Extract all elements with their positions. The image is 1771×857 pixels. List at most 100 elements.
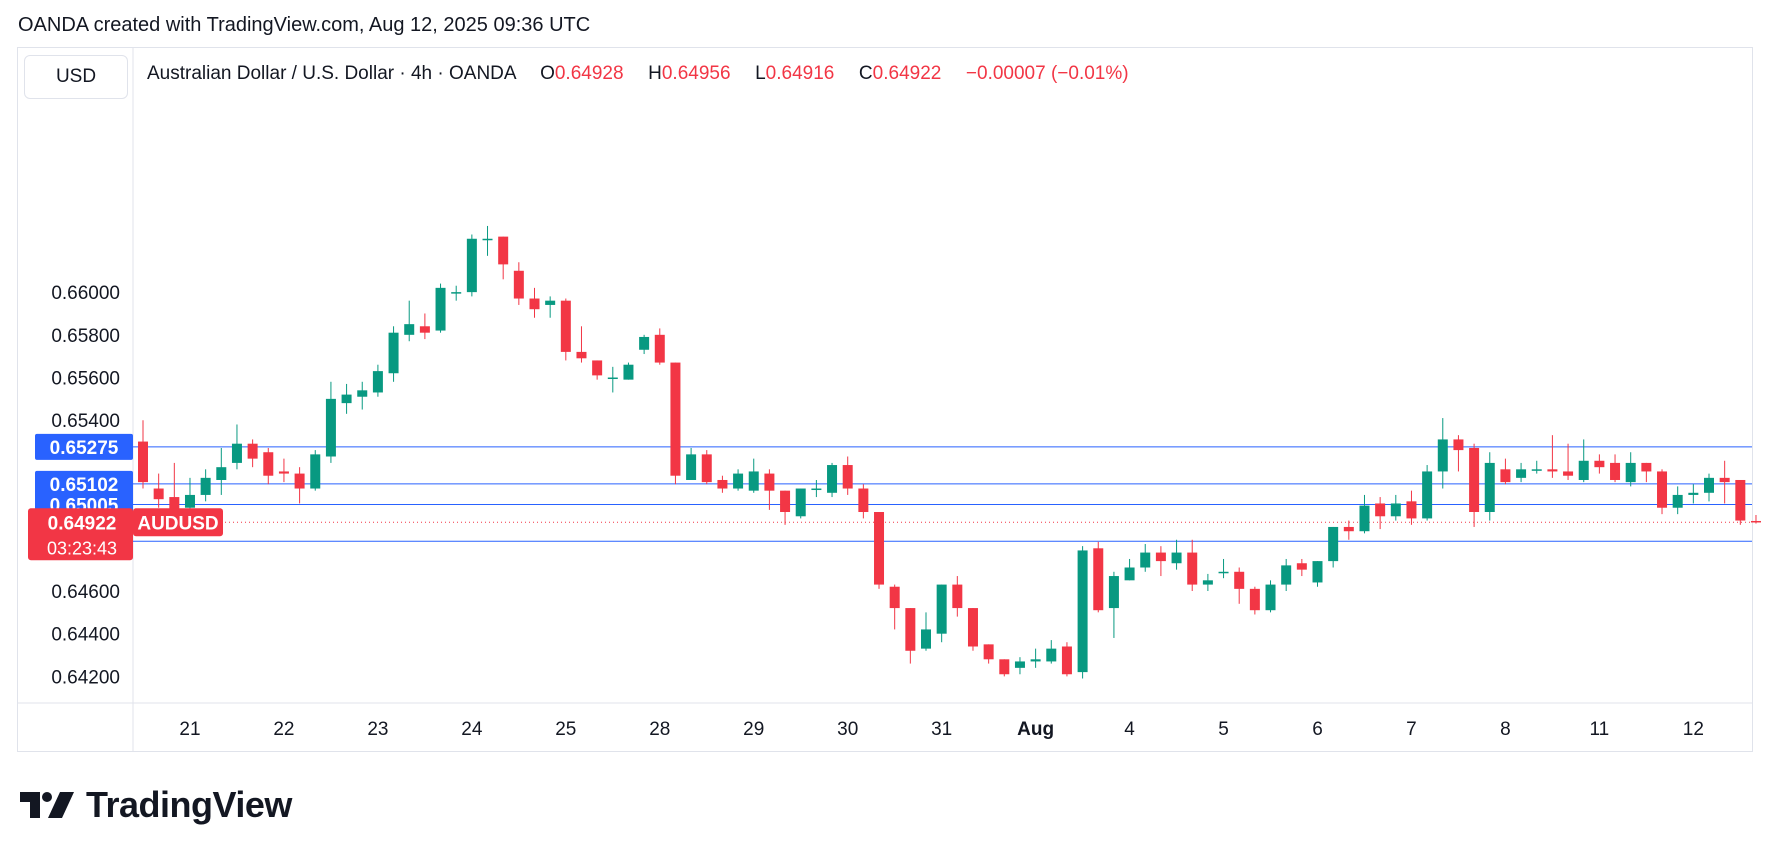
candle-body	[1672, 494, 1683, 508]
x-tick-label: 31	[931, 719, 952, 740]
y-tick-label: 0.66000	[51, 283, 120, 304]
candle-body	[231, 443, 242, 463]
symbol-legend: Australian Dollar / U.S. Dollar · 4h · O…	[147, 63, 1129, 85]
y-tick-label: 0.65600	[51, 369, 120, 390]
candle-body	[827, 465, 838, 493]
level-label: 0.65275	[50, 438, 119, 459]
current-price-label: 0.64922	[48, 513, 117, 534]
candle-body	[874, 512, 885, 585]
candle-body	[1312, 561, 1323, 583]
candle-body	[325, 398, 336, 457]
candle-body	[294, 473, 305, 489]
candle-body	[1704, 477, 1714, 493]
change-value: −0.00007 (−0.01%)	[965, 63, 1129, 84]
candle-body	[811, 488, 822, 491]
candle-body	[670, 362, 681, 476]
tradingview-logo-icon	[20, 792, 74, 818]
candle-body	[701, 454, 712, 483]
candle-body	[435, 287, 446, 331]
high-key: H	[648, 63, 662, 84]
candle-body	[247, 443, 258, 459]
candle-body	[717, 479, 728, 489]
x-tick-label: 6	[1312, 719, 1323, 740]
level-label-box	[35, 433, 133, 460]
candle-body	[357, 390, 368, 397]
candle-body	[310, 454, 321, 489]
candle-body	[1688, 492, 1699, 495]
candle-body	[1437, 439, 1448, 472]
candle-body	[560, 300, 571, 352]
candle-body	[623, 364, 634, 380]
x-tick-label: 29	[743, 719, 764, 740]
x-tick-label: 25	[555, 719, 576, 740]
x-tick-label: 4	[1124, 719, 1135, 740]
candle-body	[905, 608, 916, 651]
candle-body	[372, 371, 383, 393]
candle-body	[592, 360, 603, 376]
candle-body	[482, 238, 493, 241]
candle-body	[1516, 469, 1527, 478]
candle-body	[842, 465, 853, 489]
candle-body	[889, 586, 900, 609]
candle-body	[1014, 661, 1025, 668]
candle-body	[1610, 462, 1621, 480]
candle-body	[1234, 571, 1245, 589]
level-label-box	[35, 470, 133, 497]
candle-body	[1390, 503, 1401, 517]
candle-body	[1735, 479, 1746, 521]
candle-body	[1750, 520, 1761, 523]
low-key: L	[755, 63, 766, 84]
candle-body	[607, 377, 618, 380]
open-key: O	[540, 63, 555, 84]
candle-body	[498, 236, 509, 265]
x-tick-label: 30	[837, 719, 858, 740]
candle-body	[513, 270, 524, 299]
x-tick-label: 21	[179, 719, 200, 740]
candle-body	[1187, 552, 1198, 585]
x-tick-label: 5	[1218, 719, 1229, 740]
candle-body	[1108, 576, 1119, 609]
symbol-title: Australian Dollar / U.S. Dollar · 4h · O…	[147, 63, 516, 84]
candle-body	[153, 488, 164, 500]
candle-body	[1531, 469, 1542, 471]
candle-body	[686, 454, 697, 480]
level-label: 0.65102	[50, 475, 119, 496]
close-key: C	[858, 63, 873, 84]
candle-body	[1124, 567, 1135, 581]
candle-body	[983, 644, 994, 660]
candle-body	[1077, 550, 1088, 673]
symbol-tag-box	[133, 508, 223, 537]
candle-body	[1469, 447, 1480, 513]
candle-body	[388, 332, 399, 374]
candle-body	[419, 326, 430, 333]
candle-body	[1547, 469, 1558, 472]
candle-body	[1202, 580, 1213, 585]
tradingview-logo[interactable]: TradingView	[20, 784, 292, 825]
currency-selector[interactable]: USD	[24, 55, 128, 99]
y-tick-label: 0.65800	[51, 326, 120, 347]
candlestick-chart[interactable]: 0.66000 0.65800 0.65600 0.65400 0.64600 0.644…	[0, 0, 1771, 760]
currency-label: USD	[55, 66, 97, 87]
candle-body	[1265, 584, 1276, 611]
x-tick-label: 23	[367, 719, 388, 740]
candle-body	[952, 584, 963, 609]
candle-body	[780, 490, 791, 513]
candle-body	[748, 471, 759, 491]
candle-body	[654, 334, 665, 363]
candle-body	[529, 298, 540, 310]
x-tick-label: 11	[1590, 719, 1610, 740]
y-tick-label: 0.64600	[51, 582, 120, 603]
y-tick-label: 0.64400	[51, 625, 120, 646]
x-tick-label: 28	[649, 719, 670, 740]
candle-body	[1375, 503, 1386, 517]
candle-body	[1046, 648, 1057, 662]
candle-body	[1406, 501, 1417, 519]
candle-body	[451, 292, 462, 294]
x-tick-label: Aug	[1017, 719, 1054, 740]
candle-body	[576, 351, 587, 359]
candle-body	[936, 584, 947, 634]
high-value: 0.64956	[661, 63, 731, 84]
candle-body	[1625, 462, 1636, 483]
candle-body	[1594, 460, 1605, 468]
attribution-text: OANDA created with TradingView.com, Aug …	[18, 14, 591, 36]
